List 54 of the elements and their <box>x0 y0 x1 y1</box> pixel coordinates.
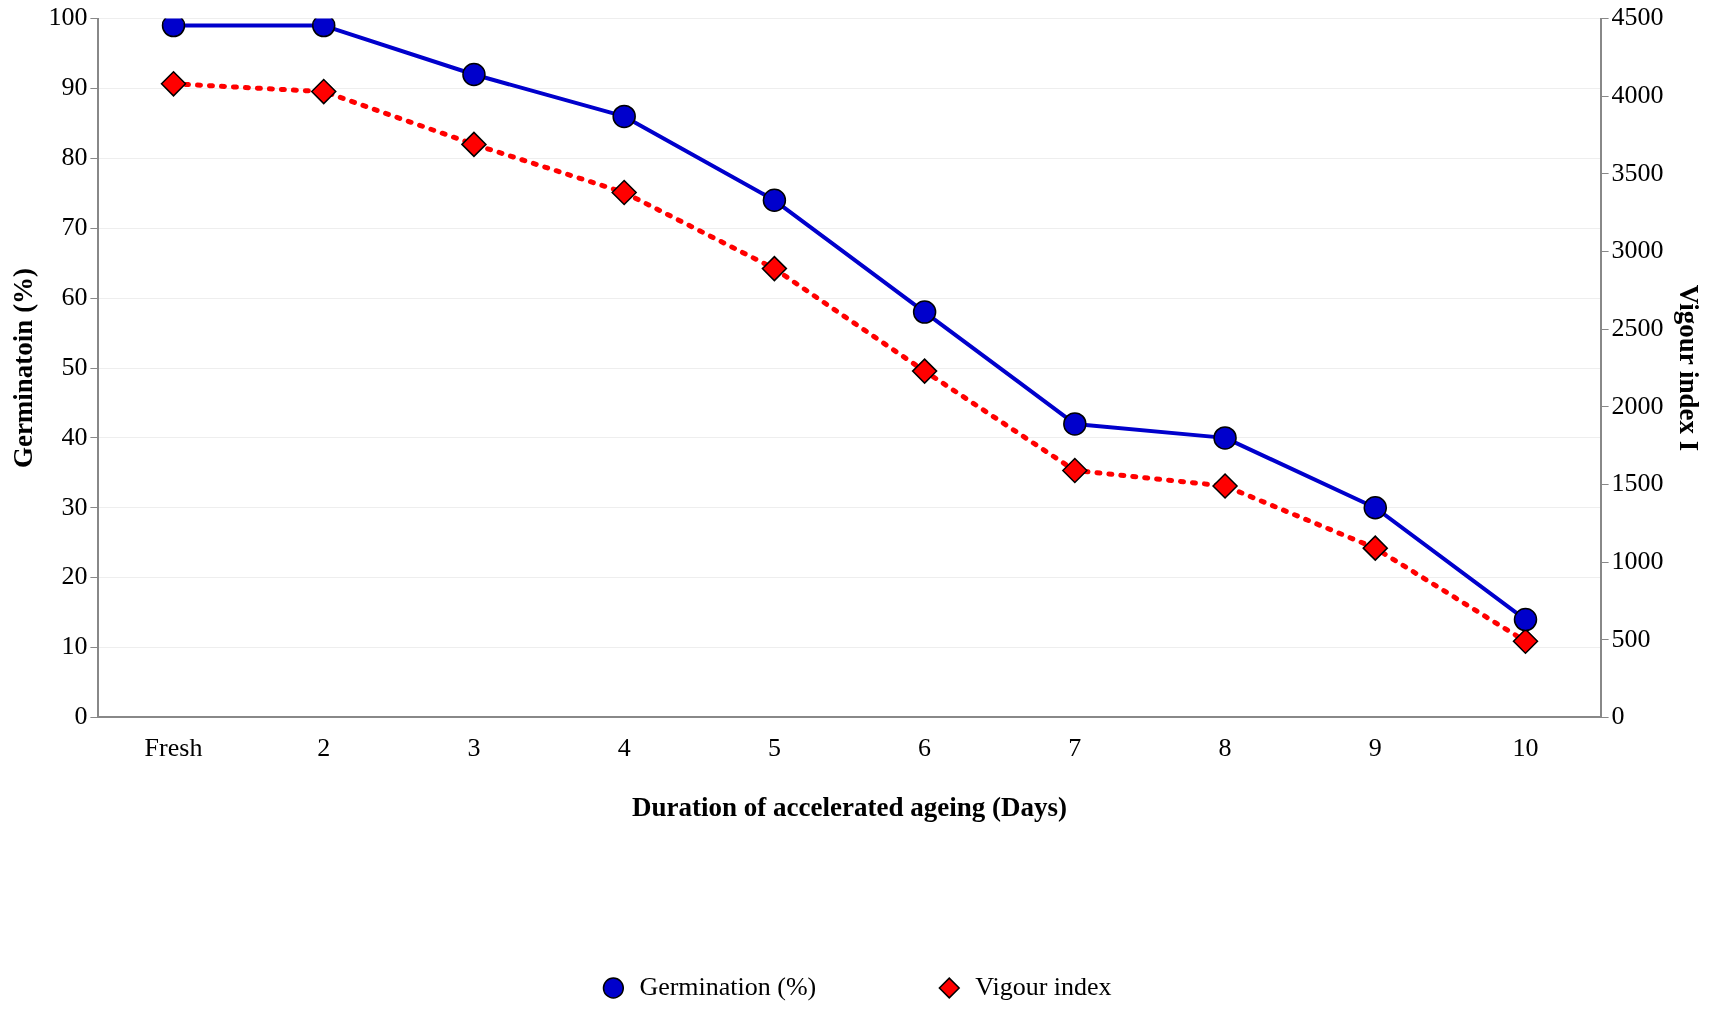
y-tick-label: 70 <box>61 212 88 242</box>
y2-tick-label: 4500 <box>1611 2 1664 32</box>
point <box>1513 607 1538 632</box>
y-tick-label: 20 <box>61 561 88 591</box>
point <box>462 62 486 87</box>
x-tick-label: 4 <box>617 732 631 762</box>
point <box>160 71 187 97</box>
y2-tick-label: 1500 <box>1611 468 1664 498</box>
point <box>611 179 637 206</box>
point <box>1213 426 1237 450</box>
x-tick-label: 7 <box>1068 732 1082 762</box>
legend-label: Vigour index <box>975 971 1112 1001</box>
x-tick-label: 6 <box>918 732 932 762</box>
x-tick-label: 2 <box>317 732 331 762</box>
y2-tick-label: 500 <box>1611 623 1651 653</box>
x-tick-label: Fresh <box>144 732 203 762</box>
y-tick-label: 90 <box>61 72 88 102</box>
y-tick-label: 10 <box>61 631 88 661</box>
x-tick-label: 9 <box>1368 732 1382 762</box>
y2-tick-label: 2000 <box>1611 390 1664 420</box>
x-tick-label: 5 <box>767 732 781 762</box>
y2-tick-label: 3000 <box>1611 235 1664 265</box>
point <box>612 104 636 129</box>
y-tick-label: 0 <box>74 701 88 731</box>
x-tick-label: 10 <box>1512 732 1539 762</box>
y-tick-label: 50 <box>61 351 88 381</box>
point <box>1063 412 1087 436</box>
y-tick-label: 30 <box>61 491 88 521</box>
point <box>1512 628 1539 655</box>
y-tick-label: 100 <box>48 2 88 32</box>
y-tick-label: 60 <box>61 281 88 311</box>
point <box>461 131 487 158</box>
y2-tick-label: 3500 <box>1611 157 1664 187</box>
point <box>912 300 937 324</box>
y2-tick-label: 0 <box>1611 701 1625 731</box>
y2-axis-title: Vigour index I <box>1673 284 1704 452</box>
y-tick-label: 40 <box>61 421 88 451</box>
y-axis-title: Germinatoin (%) <box>8 267 39 469</box>
y2-tick-label: 2500 <box>1611 313 1664 343</box>
point <box>1062 457 1088 484</box>
legend-label: Germination (%) <box>639 971 817 1001</box>
point <box>762 188 787 213</box>
point <box>1363 496 1388 520</box>
point <box>911 358 938 384</box>
x-axis-title: Duration of accelerated ageing (Days) <box>632 791 1067 822</box>
y2-tick-label: 4000 <box>1611 80 1664 110</box>
point <box>761 255 788 282</box>
point <box>1362 535 1389 561</box>
x-tick-label: 8 <box>1218 732 1232 762</box>
y2-tick-label: 1000 <box>1611 545 1664 575</box>
point <box>1212 473 1238 499</box>
y-tick-label: 80 <box>61 142 88 172</box>
point <box>310 78 337 105</box>
x-tick-label: 3 <box>467 732 481 762</box>
